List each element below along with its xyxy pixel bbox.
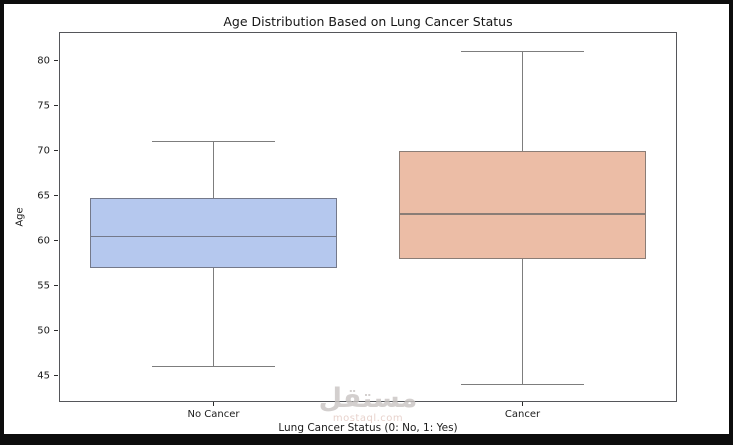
whisker-cap-min-no-cancer: [151, 366, 276, 368]
y-tick-mark: [54, 375, 58, 377]
whisker-lower-cancer: [522, 258, 523, 385]
y-tick-label: 75: [37, 100, 50, 112]
y-tick-mark: [54, 195, 58, 197]
whisker-upper-no-cancer: [213, 141, 214, 199]
y-tick-mark: [54, 60, 58, 62]
box-no-cancer: [89, 198, 338, 268]
whisker-cap-min-cancer: [460, 384, 585, 386]
x-tick-mark: [522, 402, 523, 406]
y-tick-label: 50: [37, 325, 50, 337]
chart-title: Age Distribution Based on Lung Cancer St…: [223, 14, 513, 29]
y-tick-mark: [54, 240, 58, 242]
y-tick-label: 55: [37, 280, 50, 292]
x-tick-mark: [213, 402, 214, 406]
y-tick-label: 80: [37, 55, 50, 67]
y-tick-mark: [54, 105, 58, 107]
box-cancer: [398, 150, 647, 259]
whisker-lower-no-cancer: [213, 267, 214, 367]
whisker-cap-max-no-cancer: [151, 141, 276, 143]
figure: Age Distribution Based on Lung Cancer St…: [4, 4, 729, 434]
y-tick-label: 65: [37, 190, 50, 202]
x-tick-label-no-cancer: No Cancer: [187, 409, 240, 420]
y-tick-label: 60: [37, 235, 50, 247]
median-line-no-cancer: [89, 235, 338, 238]
whisker-upper-cancer: [522, 51, 523, 151]
y-tick-label: 45: [37, 370, 50, 382]
y-tick-mark: [54, 330, 58, 332]
whisker-cap-max-cancer: [460, 51, 585, 53]
y-axis-label: Age: [14, 207, 26, 227]
plot-area: 45 50 55 60 65 70 75 80 No Cancer Cancer: [37, 32, 677, 420]
x-axis-label: Lung Cancer Status (0: No, 1: Yes): [278, 422, 458, 434]
y-tick-mark: [54, 150, 58, 152]
y-tick-mark: [54, 285, 58, 287]
y-tick-label: 70: [37, 145, 50, 157]
x-tick-label-cancer: Cancer: [504, 409, 541, 420]
median-line-cancer: [398, 213, 647, 215]
